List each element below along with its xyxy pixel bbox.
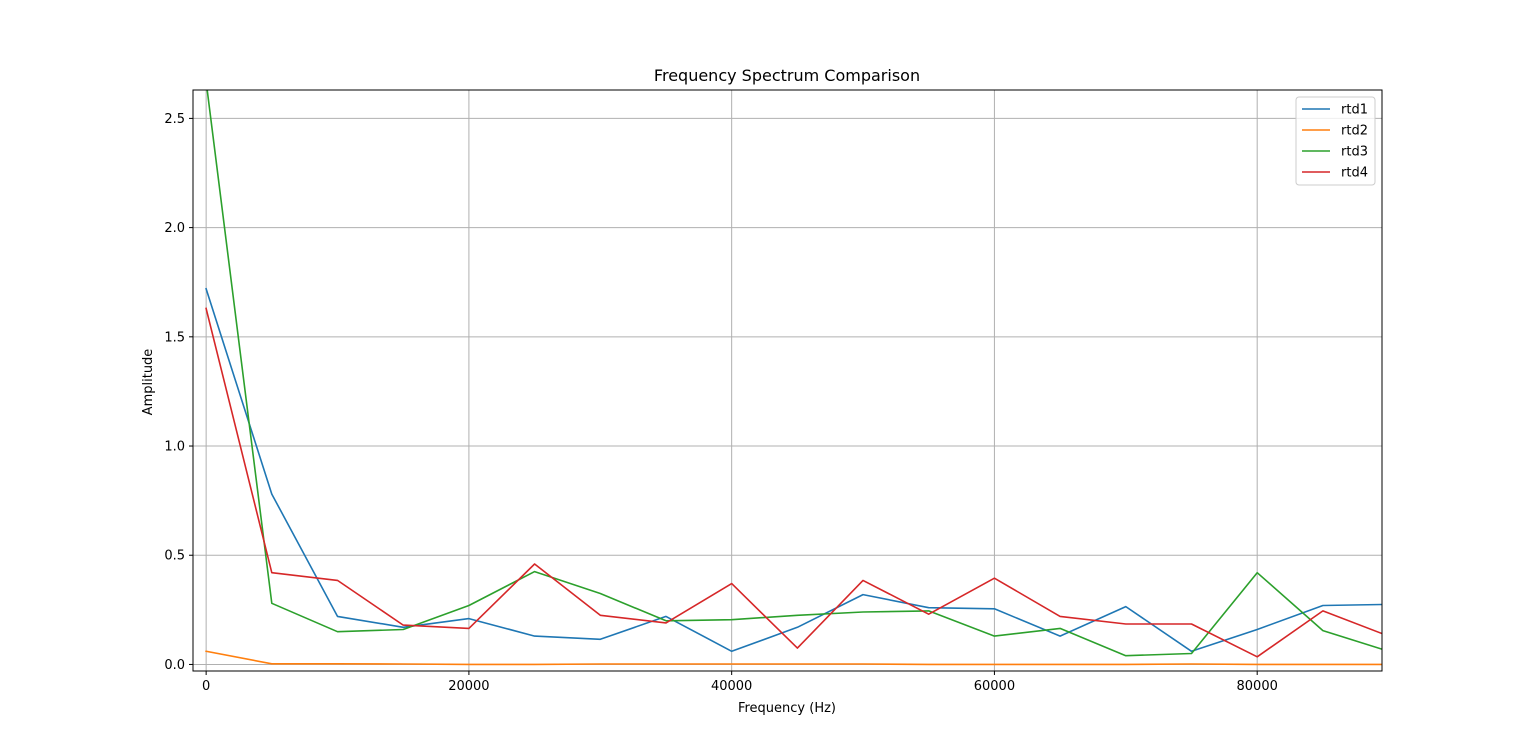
y-axis-label: Amplitude: [141, 349, 156, 416]
x-tick-label: 60000: [974, 679, 1015, 694]
series-group: [205, 90, 1382, 666]
x-tick-label: 80000: [1237, 679, 1278, 694]
grid: [193, 90, 1382, 671]
y-tick-label: 1.0: [164, 440, 185, 455]
series-line-rtd3: [206, 90, 1382, 657]
y-tick-label: 0.0: [164, 658, 185, 673]
y-tick-label: 2.0: [164, 221, 185, 236]
x-tick-label: 20000: [448, 679, 489, 694]
y-axis-ticks: 0.0 0.5 1.0 1.5 2.0 2.5: [164, 112, 193, 673]
y-tick-label: 2.5: [164, 112, 185, 127]
series-line-rtd1: [205, 287, 1382, 653]
x-tick-label: 0: [202, 679, 210, 694]
legend-label-rtd3: rtd3: [1341, 145, 1368, 160]
legend: rtd1 rtd2 rtd3 rtd4: [1295, 96, 1376, 186]
y-tick-label: 0.5: [164, 549, 185, 564]
legend-label-rtd4: rtd4: [1341, 166, 1368, 181]
x-axis-label: Frequency (Hz): [738, 701, 836, 716]
legend-frame: [1295, 96, 1376, 186]
y-tick-label: 1.5: [164, 330, 185, 345]
series-line-rtd2: [205, 650, 1382, 666]
x-axis-ticks: 0 20000 40000 60000 80000: [202, 671, 1278, 694]
series-line-rtd4: [205, 307, 1382, 658]
legend-label-rtd2: rtd2: [1341, 124, 1368, 139]
x-tick-label: 40000: [711, 679, 752, 694]
chart-title: Frequency Spectrum Comparison: [654, 66, 920, 85]
plot-frame: [192, 89, 1383, 672]
legend-label-rtd1: rtd1: [1341, 103, 1368, 118]
